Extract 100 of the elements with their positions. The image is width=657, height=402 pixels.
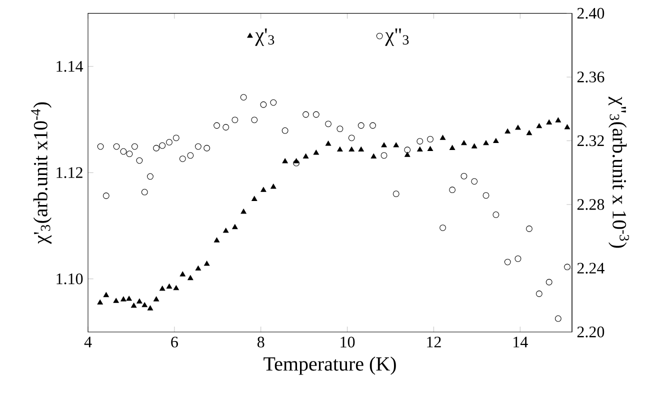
point (270, 184, 276, 189)
point (546, 120, 552, 124)
point (204, 144, 210, 152)
point (166, 139, 172, 146)
point (251, 116, 258, 124)
y-tick-label: 1.10 (56, 273, 83, 284)
point (514, 255, 522, 262)
point (232, 116, 238, 124)
point (449, 186, 456, 194)
legend-label: χ'$_{3}$ (255, 28, 274, 46)
x-tick-label: 6 (171, 336, 178, 348)
x-tick-label: 14 (514, 336, 528, 348)
point (102, 192, 110, 199)
point (222, 124, 230, 130)
point (404, 152, 410, 157)
point (554, 315, 562, 322)
point (483, 140, 489, 146)
point (153, 144, 160, 152)
point (536, 290, 542, 297)
point (461, 140, 467, 146)
point (482, 192, 490, 199)
point (147, 173, 154, 180)
point (252, 196, 258, 201)
point (136, 157, 143, 164)
point (172, 134, 180, 142)
point (392, 190, 400, 198)
x-tick-label: 10 (340, 336, 355, 348)
point (113, 298, 119, 303)
y2-tick-label: 2.32 (577, 135, 604, 146)
point (302, 111, 310, 118)
point (173, 285, 179, 290)
point (370, 154, 376, 158)
point (393, 142, 399, 148)
point (97, 300, 103, 305)
point (417, 146, 423, 152)
point (427, 146, 434, 152)
point (195, 143, 202, 150)
point (160, 286, 166, 291)
point (312, 111, 320, 118)
point (564, 264, 570, 270)
point (370, 122, 376, 129)
legend-label: χ"$_{3}$ (385, 28, 409, 46)
point (358, 122, 364, 129)
point (337, 146, 343, 152)
point (336, 126, 344, 132)
point (472, 143, 478, 148)
x-tick-label: 4 (84, 336, 92, 348)
point (380, 152, 388, 159)
y2-tick-label: 2.28 (577, 199, 604, 210)
point (404, 146, 411, 154)
point (282, 158, 288, 164)
point (97, 143, 104, 150)
y2-tick-label: 2.20 (577, 326, 604, 338)
point (120, 296, 126, 302)
point (180, 271, 186, 276)
point (131, 302, 137, 308)
point (240, 208, 246, 214)
y-tick-label: 1.14 (56, 61, 84, 72)
point (526, 130, 532, 136)
point (416, 138, 424, 144)
y2-tick-label: 2.36 (577, 72, 604, 82)
point (492, 212, 500, 218)
x-axis-title: Temperature (K) (264, 356, 396, 375)
point (427, 136, 434, 142)
point (282, 127, 288, 134)
x-tick-label: 12 (427, 336, 441, 348)
point (195, 266, 202, 271)
point (214, 237, 220, 242)
point (564, 124, 570, 130)
point (131, 143, 138, 150)
point (136, 298, 142, 304)
point (504, 258, 511, 266)
point (142, 302, 148, 308)
y-axis-title: χ'$_{3}$(arb.unit x10$^{-4}$) (31, 102, 52, 244)
point (302, 154, 309, 158)
point (440, 134, 446, 140)
point (147, 305, 154, 310)
y2-tick-label: 2.40 (577, 8, 604, 19)
point (493, 138, 499, 144)
point (187, 152, 194, 159)
point (526, 226, 532, 232)
point (166, 284, 172, 289)
point (204, 260, 210, 266)
point (325, 140, 332, 146)
y-tick-label: 1.12 (56, 167, 82, 178)
point (159, 142, 166, 149)
y2-tick-label: 2.24 (577, 262, 604, 274)
point (188, 275, 194, 280)
point (223, 228, 229, 233)
point (449, 145, 456, 150)
point (348, 134, 355, 142)
point (232, 224, 238, 230)
point (214, 122, 220, 129)
point (260, 101, 267, 108)
point (126, 296, 132, 301)
point (358, 146, 364, 152)
point (179, 156, 186, 162)
point (270, 99, 277, 106)
x-tick-label: 8 (257, 336, 264, 348)
y2-axis-title: χ"$_{3}$(arb.unit x 10$^{-3}$) (608, 96, 630, 248)
